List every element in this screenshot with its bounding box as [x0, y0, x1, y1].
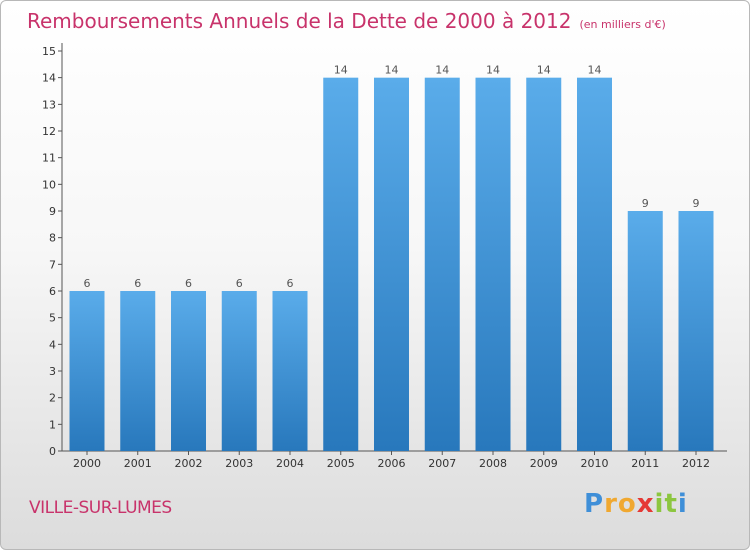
chart-labels: 2000 6 2001 6 2002 6 2003 6 2004 6 2005 14 2006 14 200… [73, 64, 710, 470]
bar-value-label: 9 [642, 197, 649, 210]
bar-2000 [69, 291, 105, 451]
y-tick-label: 0 [49, 445, 56, 458]
x-tick-label: 2008 [479, 457, 507, 470]
y-tick-label: 10 [42, 178, 56, 191]
bar-2012 [678, 211, 714, 451]
bar-2001 [120, 291, 156, 451]
bar-2003 [221, 291, 257, 451]
x-tick-label: 2003 [225, 457, 253, 470]
y-tick-label: 3 [49, 365, 56, 378]
x-tick-label: 2009 [530, 457, 558, 470]
x-tick-label: 2004 [276, 457, 304, 470]
y-tick-label: 2 [49, 392, 56, 405]
x-tick-label: 2007 [428, 457, 456, 470]
x-tick-label: 2001 [124, 457, 152, 470]
bar-value-label: 6 [84, 277, 91, 290]
y-tick-label: 9 [49, 205, 56, 218]
logo-letter: t [664, 489, 678, 519]
y-tick-label: 11 [42, 152, 56, 165]
bar-2009 [526, 77, 562, 452]
chart-title: Remboursements Annuels de la Dette de 20… [27, 9, 572, 33]
y-tick-label: 7 [49, 258, 56, 271]
bar-value-label: 14 [588, 64, 602, 77]
proxiti-logo: Proxiti [584, 489, 688, 519]
bar-value-label: 6 [287, 277, 294, 290]
bar-2008 [475, 77, 511, 452]
bar-value-label: 14 [435, 64, 449, 77]
bar-value-label: 14 [486, 64, 500, 77]
bar-value-label: 14 [537, 64, 551, 77]
x-tick-label: 2005 [327, 457, 355, 470]
chart-subtitle: (en milliers d'€) [579, 18, 666, 31]
x-tick-label: 2010 [581, 457, 609, 470]
x-tick-label: 2011 [631, 457, 659, 470]
y-tick-label: 15 [42, 45, 56, 58]
logo-letter: r [604, 489, 618, 519]
logo-letter: x [636, 489, 655, 519]
y-tick-label: 5 [49, 312, 56, 325]
logo-letter: i [677, 489, 688, 519]
y-tick-label: 14 [42, 72, 56, 85]
y-tick-label: 4 [49, 338, 56, 351]
bar-value-label: 6 [134, 277, 141, 290]
x-tick-label: 2002 [175, 457, 203, 470]
bar-value-label: 6 [185, 277, 192, 290]
y-tick-label: 13 [42, 98, 56, 111]
y-tick-label: 8 [49, 232, 56, 245]
x-tick-label: 2006 [378, 457, 406, 470]
bar-2011 [627, 211, 663, 451]
bar-value-label: 14 [334, 64, 348, 77]
x-tick-label: 2000 [73, 457, 101, 470]
bar-value-label: 6 [236, 277, 243, 290]
logo-letter: P [584, 489, 605, 519]
bar-2004 [272, 291, 308, 451]
bar-2010 [577, 77, 612, 452]
y-tick-label: 12 [42, 125, 56, 138]
bar-2007 [424, 77, 460, 452]
town-name: VILLE-SUR-LUMES [29, 498, 172, 518]
x-tick-label: 2012 [682, 457, 710, 470]
bar-2002 [171, 291, 206, 451]
y-tick-label: 1 [49, 418, 56, 431]
chart-title-line: Remboursements Annuels de la Dette de 20… [27, 9, 666, 33]
bar-2006 [374, 77, 409, 452]
bar-value-label: 14 [385, 64, 399, 77]
chart-bars [69, 77, 714, 452]
bar-value-label: 9 [693, 197, 700, 210]
logo-letter: o [617, 489, 637, 519]
bar-2005 [323, 77, 359, 452]
logo-letter: i [654, 489, 665, 519]
y-tick-label: 6 [49, 285, 56, 298]
